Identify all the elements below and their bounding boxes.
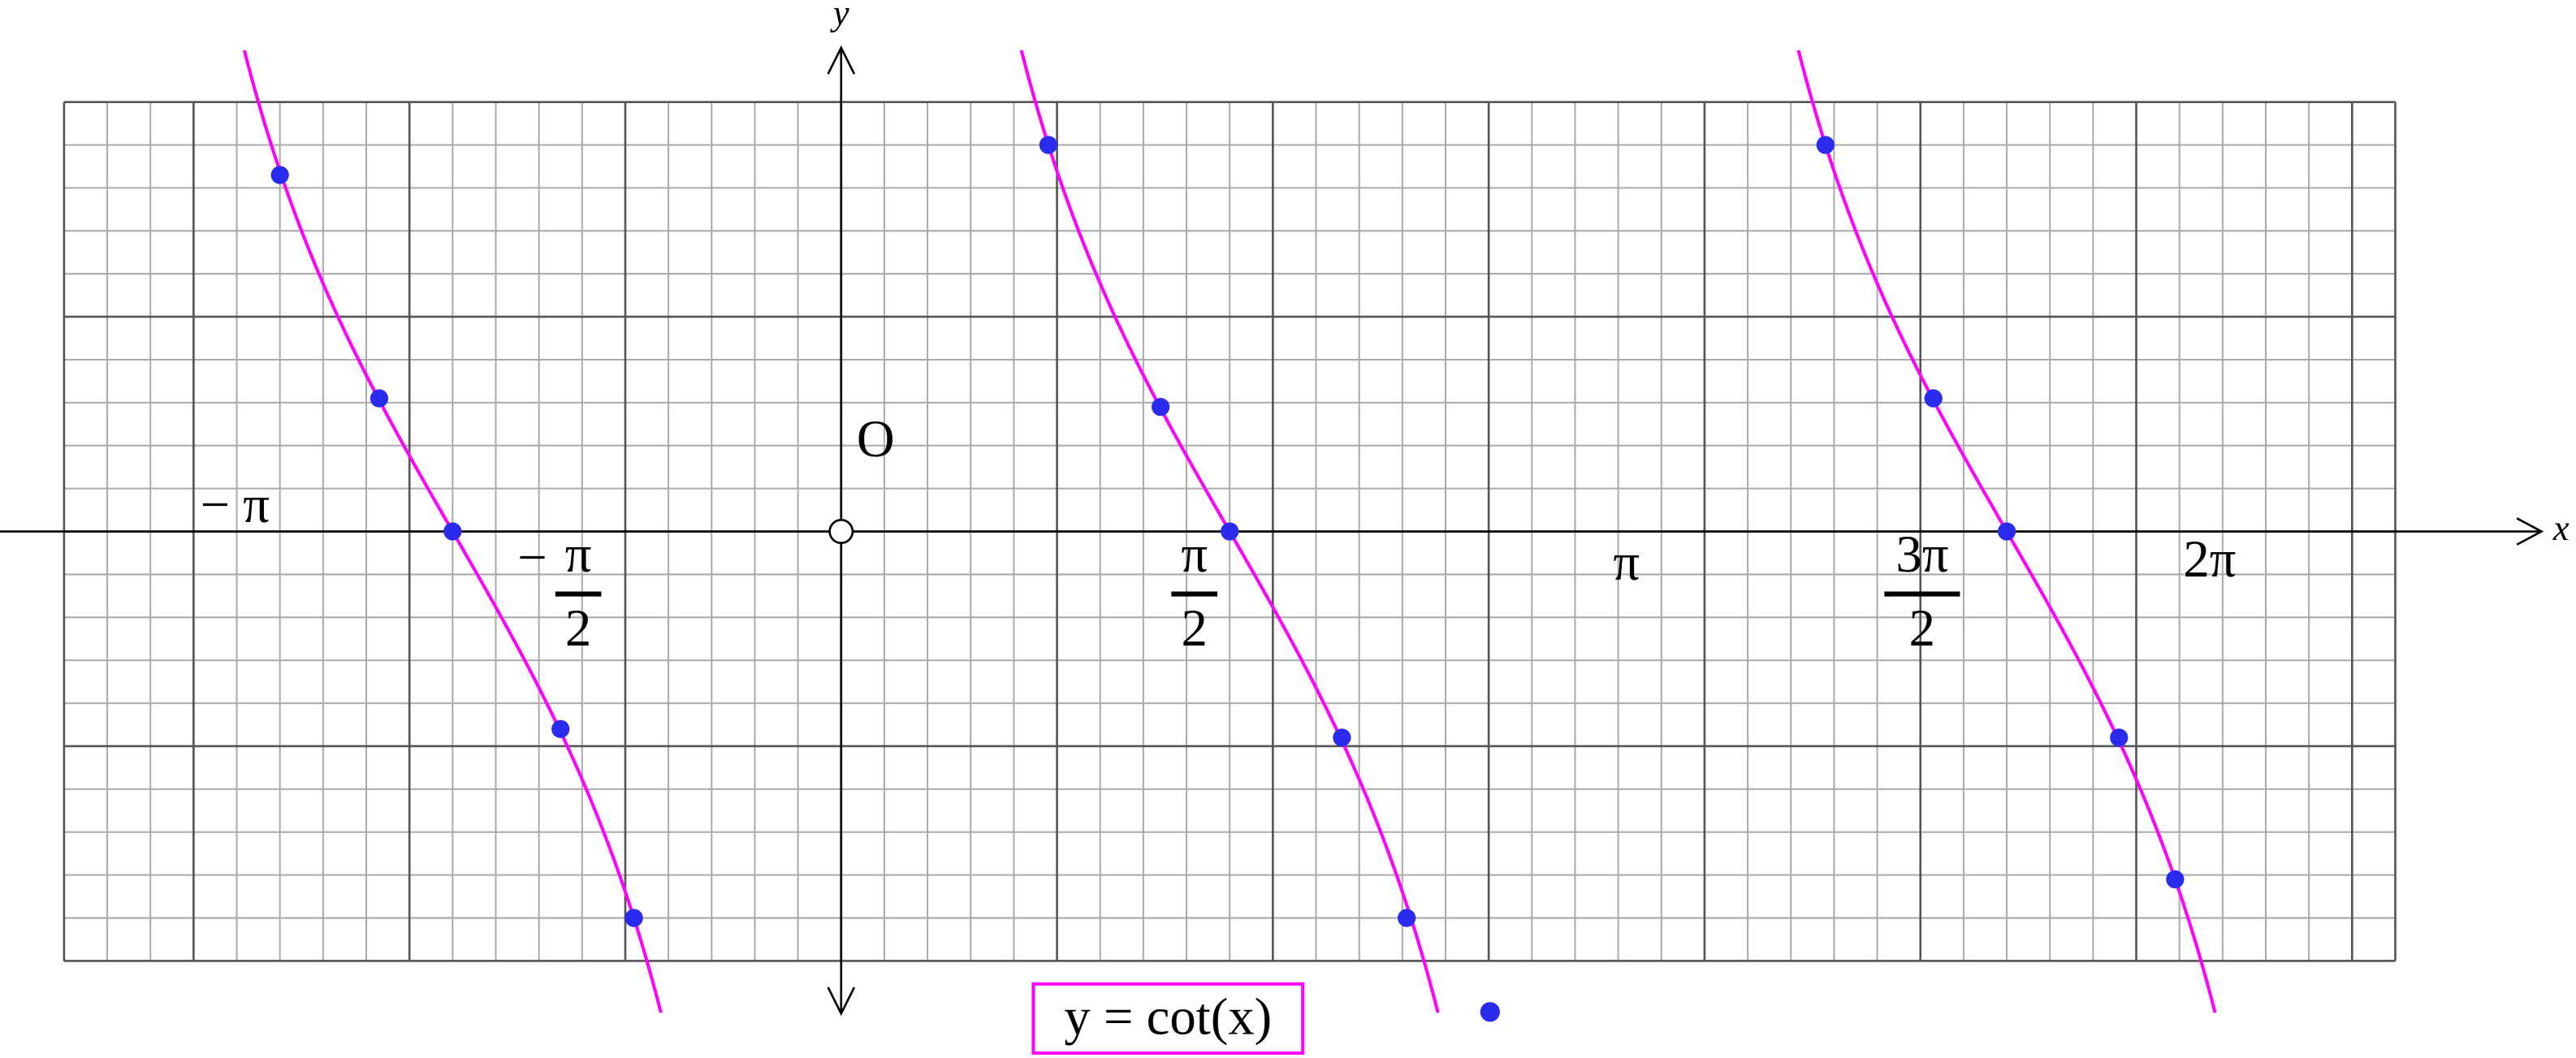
data-point <box>1039 136 1058 154</box>
x-tick-sign: − <box>517 529 547 587</box>
x-tick-label: − π <box>201 476 270 534</box>
x-tick-label: π <box>1613 533 1640 592</box>
data-point <box>1333 728 1351 747</box>
data-point <box>1997 522 2016 541</box>
data-point <box>1398 909 1416 927</box>
x-tick-numerator: 3π <box>1895 525 1948 584</box>
legend-box <box>1031 982 1305 1055</box>
data-point <box>1816 136 1835 154</box>
data-point <box>2110 728 2129 747</box>
x-tick-denominator: 2 <box>565 599 591 658</box>
data-point <box>1152 398 1170 417</box>
x-tick-denominator: 2 <box>1182 599 1208 658</box>
data-point <box>1924 389 1943 408</box>
data-point <box>551 719 570 738</box>
data-point <box>270 166 289 184</box>
y-axis-label: y <box>830 0 849 33</box>
x-tick-denominator: 2 <box>1909 599 1935 658</box>
data-point <box>2166 870 2185 889</box>
data-point <box>443 522 462 541</box>
x-axis-arrow <box>2516 517 2544 546</box>
x-tick-numerator: π <box>565 525 592 584</box>
legend-marker <box>1480 1002 1500 1022</box>
origin <box>828 519 854 545</box>
x-tick-label: 2π <box>2183 530 2236 589</box>
x-tick-numerator: π <box>1181 525 1208 584</box>
y-axis-arrow <box>827 987 856 1017</box>
data-point <box>1221 522 1239 541</box>
legend-label: y = cot(x) <box>1064 987 1272 1046</box>
data-point <box>625 909 643 927</box>
data-point <box>370 389 389 408</box>
y-axis-arrow <box>827 45 856 75</box>
x-axis-label: x <box>2552 507 2570 548</box>
origin-label: O <box>857 410 895 469</box>
